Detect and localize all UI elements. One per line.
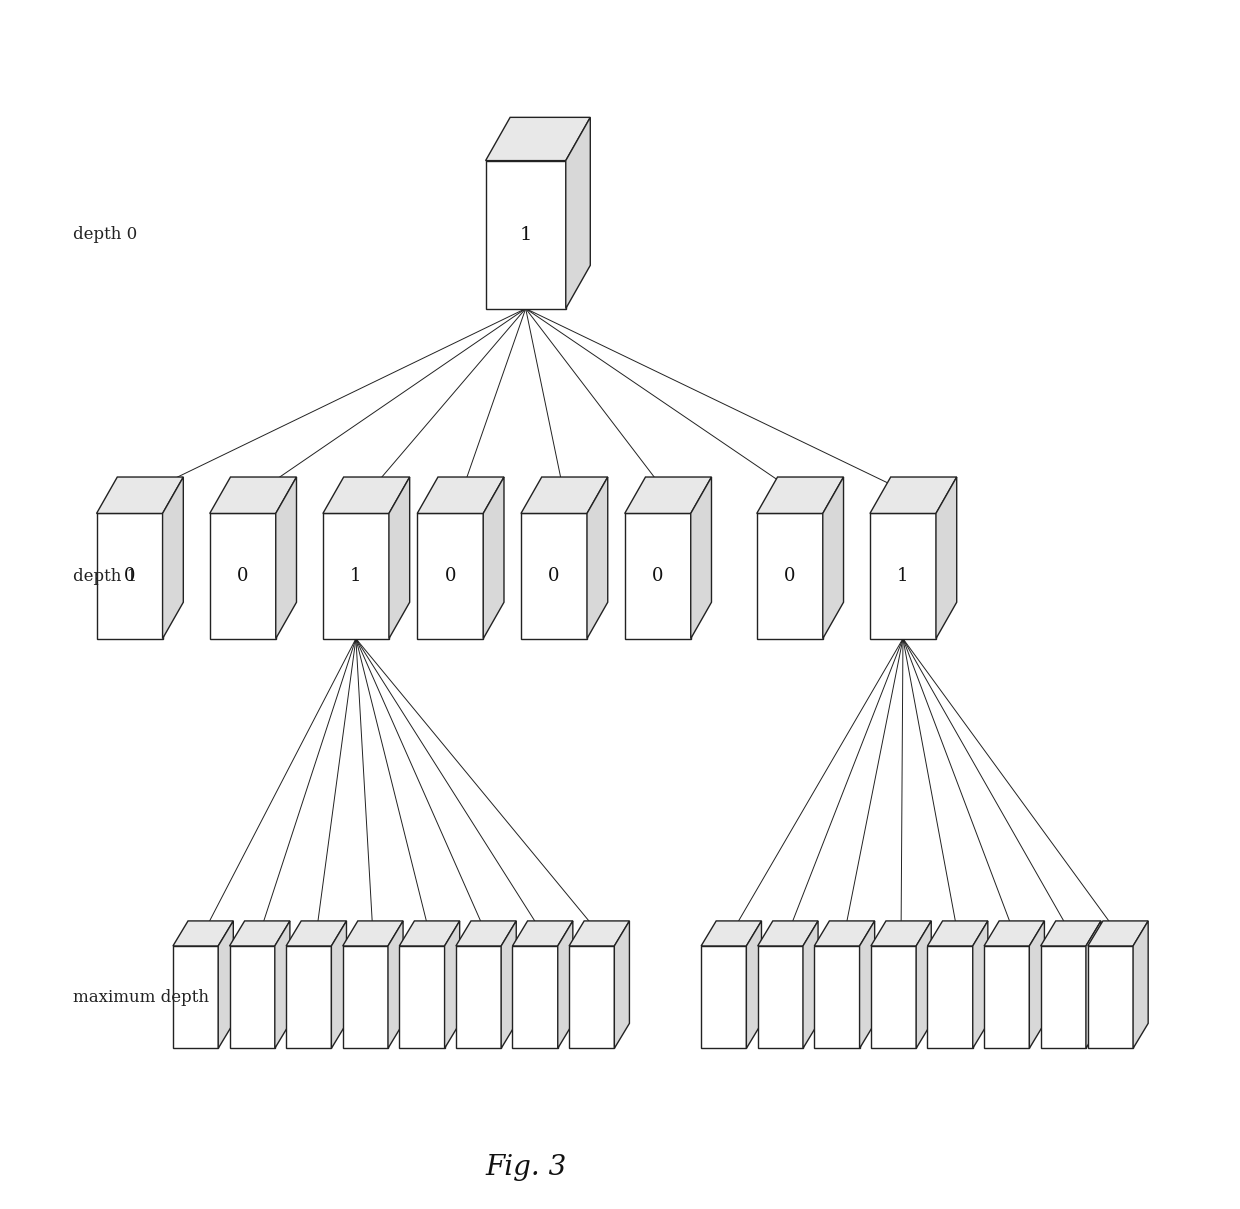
Text: 0: 0: [652, 567, 663, 585]
Polygon shape: [870, 945, 916, 1048]
Polygon shape: [758, 945, 804, 1048]
Polygon shape: [625, 514, 691, 638]
Polygon shape: [691, 478, 712, 638]
Polygon shape: [229, 921, 290, 945]
Polygon shape: [870, 478, 957, 514]
Polygon shape: [521, 514, 587, 638]
Polygon shape: [916, 921, 931, 1048]
Polygon shape: [758, 921, 818, 945]
Polygon shape: [322, 478, 409, 514]
Polygon shape: [218, 921, 233, 1048]
Polygon shape: [985, 945, 1029, 1048]
Polygon shape: [756, 514, 823, 638]
Polygon shape: [746, 921, 761, 1048]
Text: 1: 1: [350, 567, 362, 585]
Polygon shape: [815, 945, 859, 1048]
Polygon shape: [701, 945, 746, 1048]
Polygon shape: [565, 117, 590, 308]
Polygon shape: [521, 478, 608, 514]
Polygon shape: [342, 921, 403, 945]
Polygon shape: [417, 478, 503, 514]
Polygon shape: [1029, 921, 1044, 1048]
Polygon shape: [229, 945, 275, 1048]
Polygon shape: [97, 514, 162, 638]
Text: depth 1: depth 1: [73, 567, 138, 584]
Polygon shape: [972, 921, 988, 1048]
Polygon shape: [756, 478, 843, 514]
Polygon shape: [928, 921, 988, 945]
Polygon shape: [286, 945, 331, 1048]
Polygon shape: [399, 921, 460, 945]
Polygon shape: [172, 945, 218, 1048]
Polygon shape: [587, 478, 608, 638]
Polygon shape: [1040, 921, 1101, 945]
Polygon shape: [275, 921, 290, 1048]
Polygon shape: [486, 117, 590, 161]
Polygon shape: [870, 514, 936, 638]
Polygon shape: [389, 478, 409, 638]
Text: 0: 0: [237, 567, 248, 585]
Polygon shape: [210, 514, 275, 638]
Polygon shape: [1086, 921, 1101, 1048]
Polygon shape: [569, 945, 614, 1048]
Polygon shape: [1133, 921, 1148, 1048]
Polygon shape: [512, 921, 573, 945]
Polygon shape: [569, 921, 630, 945]
Text: 0: 0: [444, 567, 456, 585]
Polygon shape: [210, 478, 296, 514]
Polygon shape: [1087, 945, 1133, 1048]
Text: maximum depth: maximum depth: [73, 989, 210, 1006]
Polygon shape: [512, 945, 558, 1048]
Polygon shape: [936, 478, 957, 638]
Polygon shape: [859, 921, 874, 1048]
Polygon shape: [558, 921, 573, 1048]
Polygon shape: [486, 161, 565, 308]
Polygon shape: [172, 921, 233, 945]
Polygon shape: [399, 945, 445, 1048]
Polygon shape: [928, 945, 972, 1048]
Polygon shape: [815, 921, 874, 945]
Polygon shape: [985, 921, 1044, 945]
Polygon shape: [162, 478, 184, 638]
Polygon shape: [342, 945, 388, 1048]
Text: 0: 0: [784, 567, 796, 585]
Polygon shape: [97, 478, 184, 514]
Polygon shape: [388, 921, 403, 1048]
Text: depth 0: depth 0: [73, 226, 138, 243]
Polygon shape: [823, 478, 843, 638]
Polygon shape: [445, 921, 460, 1048]
Polygon shape: [417, 514, 484, 638]
Text: 1: 1: [520, 226, 532, 243]
Polygon shape: [625, 478, 712, 514]
Polygon shape: [701, 921, 761, 945]
Polygon shape: [484, 478, 503, 638]
Polygon shape: [501, 921, 516, 1048]
Polygon shape: [1087, 921, 1148, 945]
Polygon shape: [286, 921, 346, 945]
Polygon shape: [456, 945, 501, 1048]
Text: 0: 0: [124, 567, 135, 585]
Polygon shape: [804, 921, 818, 1048]
Polygon shape: [331, 921, 346, 1048]
Polygon shape: [275, 478, 296, 638]
Text: 1: 1: [898, 567, 909, 585]
Text: 0: 0: [548, 567, 559, 585]
Polygon shape: [322, 514, 389, 638]
Polygon shape: [614, 921, 630, 1048]
Polygon shape: [1040, 945, 1086, 1048]
Text: Fig. 3: Fig. 3: [485, 1155, 567, 1181]
Polygon shape: [456, 921, 516, 945]
Polygon shape: [870, 921, 931, 945]
